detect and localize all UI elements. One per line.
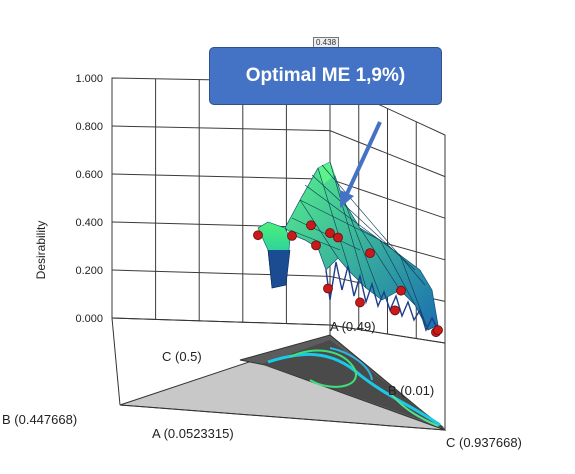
- label-b-mid: B (0.01): [388, 383, 434, 398]
- design-point: [396, 285, 406, 296]
- z-axis-label: Desirability: [34, 221, 48, 280]
- optimal-callout: Optimal ME 1,9%): [209, 47, 442, 105]
- wall-gridline: [111, 125, 446, 178]
- label-c-top: C (0.5): [162, 349, 202, 364]
- design-point: [333, 232, 343, 243]
- design-point: [433, 325, 443, 336]
- z-tick-label: 0.600: [75, 169, 103, 181]
- design-point: [390, 305, 400, 316]
- back-walls: [111, 77, 446, 344]
- design-point: [253, 230, 263, 241]
- design-point: [311, 240, 321, 251]
- z-axis-ticks: 1.000 0.800 0.600 0.400 0.200 0.000: [75, 73, 103, 325]
- z-tick-label: 0.000: [75, 313, 103, 325]
- label-a-left: A (0.0523315): [152, 426, 234, 441]
- z-tick-label: 1.000: [75, 73, 103, 85]
- z-tick-label: 0.400: [75, 217, 103, 229]
- design-point: [325, 228, 335, 238]
- z-tick-label: 0.200: [75, 265, 103, 277]
- design-points: [253, 220, 443, 338]
- wall-gridline: [111, 173, 446, 219]
- annotation-arrow: [340, 121, 382, 208]
- label-c-right: C (0.937668): [446, 435, 522, 450]
- design-point: [355, 297, 365, 308]
- design-point: [365, 248, 375, 259]
- label-a-mid: A (0.49): [330, 319, 376, 334]
- z-tick-label: 0.800: [75, 121, 103, 133]
- ternary-base: [111, 317, 447, 431]
- design-point: [306, 220, 316, 231]
- design-point: [287, 230, 297, 241]
- design-point: [323, 283, 333, 294]
- label-b-left: B (0.447668): [2, 412, 77, 427]
